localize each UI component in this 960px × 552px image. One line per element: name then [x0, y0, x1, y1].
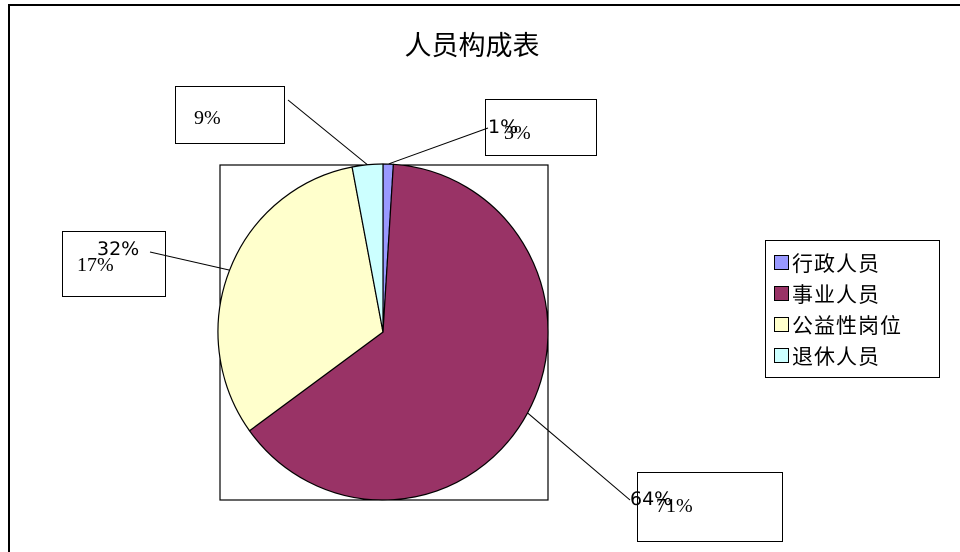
- legend-label-1: 事业人员: [792, 282, 880, 307]
- legend-swatch-2: [774, 317, 789, 332]
- overlay-box-top-right: 3%: [485, 99, 597, 156]
- overlay-label-top-right: 3%: [504, 122, 531, 144]
- data-label-0: 1%: [488, 116, 518, 138]
- leader-line-0: [388, 127, 489, 165]
- legend-swatch-1: [774, 286, 789, 301]
- leader-line-3: [287, 99, 368, 166]
- leader-line-2: [149, 251, 230, 271]
- legend-label-2: 公益性岗位: [792, 313, 902, 338]
- legend-item-1: 事业人员: [774, 278, 939, 309]
- overlay-box-left: 17%: [62, 231, 166, 297]
- legend-swatch-3: [774, 348, 789, 363]
- data-label-2: 32%: [97, 238, 139, 260]
- legend-swatch-0: [774, 255, 789, 270]
- legend-item-3: 退休人员: [774, 340, 939, 371]
- overlay-label-left: 17%: [77, 254, 114, 276]
- legend-item-2: 公益性岗位: [774, 309, 939, 340]
- data-label-1: 64%: [630, 488, 672, 510]
- pie-slice-2: [217, 166, 384, 432]
- chart-title: 人员构成表: [405, 31, 540, 62]
- overlay-box-bottom-right: 71%: [637, 472, 783, 542]
- overlay-label-top-left: 9%: [194, 107, 221, 129]
- pie-slice-1: [248, 163, 549, 501]
- overlay-label-bottom-right: 71%: [656, 495, 693, 517]
- legend: 行政人员 事业人员 公益性岗位 退休人员: [765, 240, 940, 378]
- leader-line-1: [527, 412, 631, 501]
- pie-slice-3: [351, 163, 384, 333]
- legend-label-0: 行政人员: [792, 251, 880, 276]
- legend-item-0: 行政人员: [774, 247, 939, 278]
- legend-label-3: 退休人员: [792, 344, 880, 369]
- overlay-box-top-left: 9%: [175, 86, 285, 144]
